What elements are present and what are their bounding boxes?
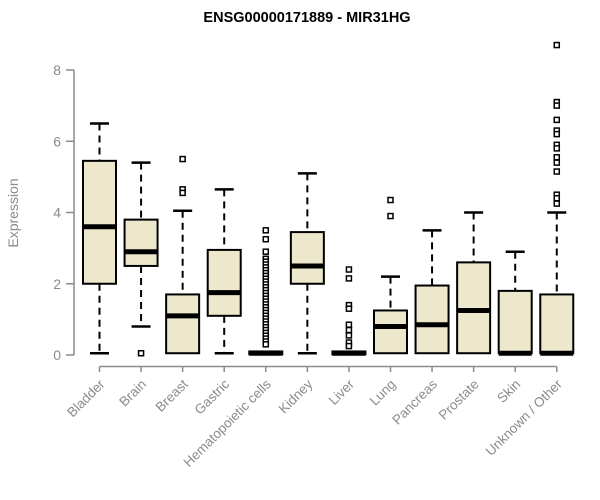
outlier-liver — [345, 275, 353, 282]
y-tick-label: 2 — [53, 276, 61, 292]
category-label: Kidney — [276, 376, 316, 416]
category-label: Breast — [153, 376, 191, 414]
outlier-breast — [179, 155, 186, 163]
category-label: Bladder — [64, 376, 108, 420]
outlier-unknown-other — [553, 200, 561, 207]
category-label: Pancreas — [389, 376, 440, 427]
box-unknown-other — [539, 293, 575, 355]
category-label: Liver — [326, 376, 358, 408]
box-skin — [497, 289, 533, 355]
category-label: Unknown / Other — [483, 376, 566, 459]
box-brain — [123, 218, 159, 267]
outlier-breast — [179, 189, 186, 197]
outlier-unknown-other — [553, 41, 561, 49]
outlier-hematopoietic-cells — [262, 227, 270, 234]
category-label: Gastric — [191, 376, 232, 417]
outlier-hematopoietic-cells — [262, 248, 270, 255]
outlier-unknown-other — [553, 130, 561, 138]
outlier-unknown-other — [553, 154, 561, 161]
outlier-liver — [345, 326, 353, 334]
y-tick-label: 6 — [53, 133, 61, 149]
outlier-liver — [345, 266, 353, 273]
y-axis-label: Expression — [5, 178, 21, 247]
outlier-liver — [345, 305, 353, 312]
y-tick-label: 0 — [53, 347, 61, 363]
box-breast — [165, 293, 201, 355]
outlier-liver — [345, 342, 353, 350]
outlier-unknown-other — [553, 102, 561, 109]
outlier-hematopoietic-cells — [262, 341, 270, 348]
box-kidney — [289, 231, 325, 285]
box-lung — [372, 309, 408, 355]
box-prostate — [456, 261, 492, 355]
outlier-unknown-other — [553, 145, 561, 152]
box-gastric — [206, 248, 242, 317]
outlier-unknown-other — [553, 168, 561, 175]
outlier-unknown-other — [553, 195, 561, 202]
category-label: Brain — [116, 377, 149, 410]
category-label: Lung — [367, 377, 399, 409]
box-pancreas — [414, 284, 450, 355]
chart-title: ENSG00000171889 - MIR31HG — [203, 10, 410, 26]
category-label: Prostate — [436, 377, 482, 423]
y-tick-label: 8 — [53, 62, 61, 78]
outlier-lung — [387, 196, 394, 204]
y-tick-label: 4 — [53, 205, 61, 221]
outlier-unknown-other — [553, 159, 561, 166]
outlier-lung — [387, 212, 394, 220]
outlier-hematopoietic-cells — [262, 235, 270, 243]
outlier-brain — [137, 349, 145, 357]
outlier-liver — [345, 332, 353, 339]
category-label: Skin — [494, 377, 523, 406]
outlier-unknown-other — [553, 116, 561, 124]
box-bladder — [82, 159, 117, 285]
outlier-liver — [345, 321, 353, 328]
